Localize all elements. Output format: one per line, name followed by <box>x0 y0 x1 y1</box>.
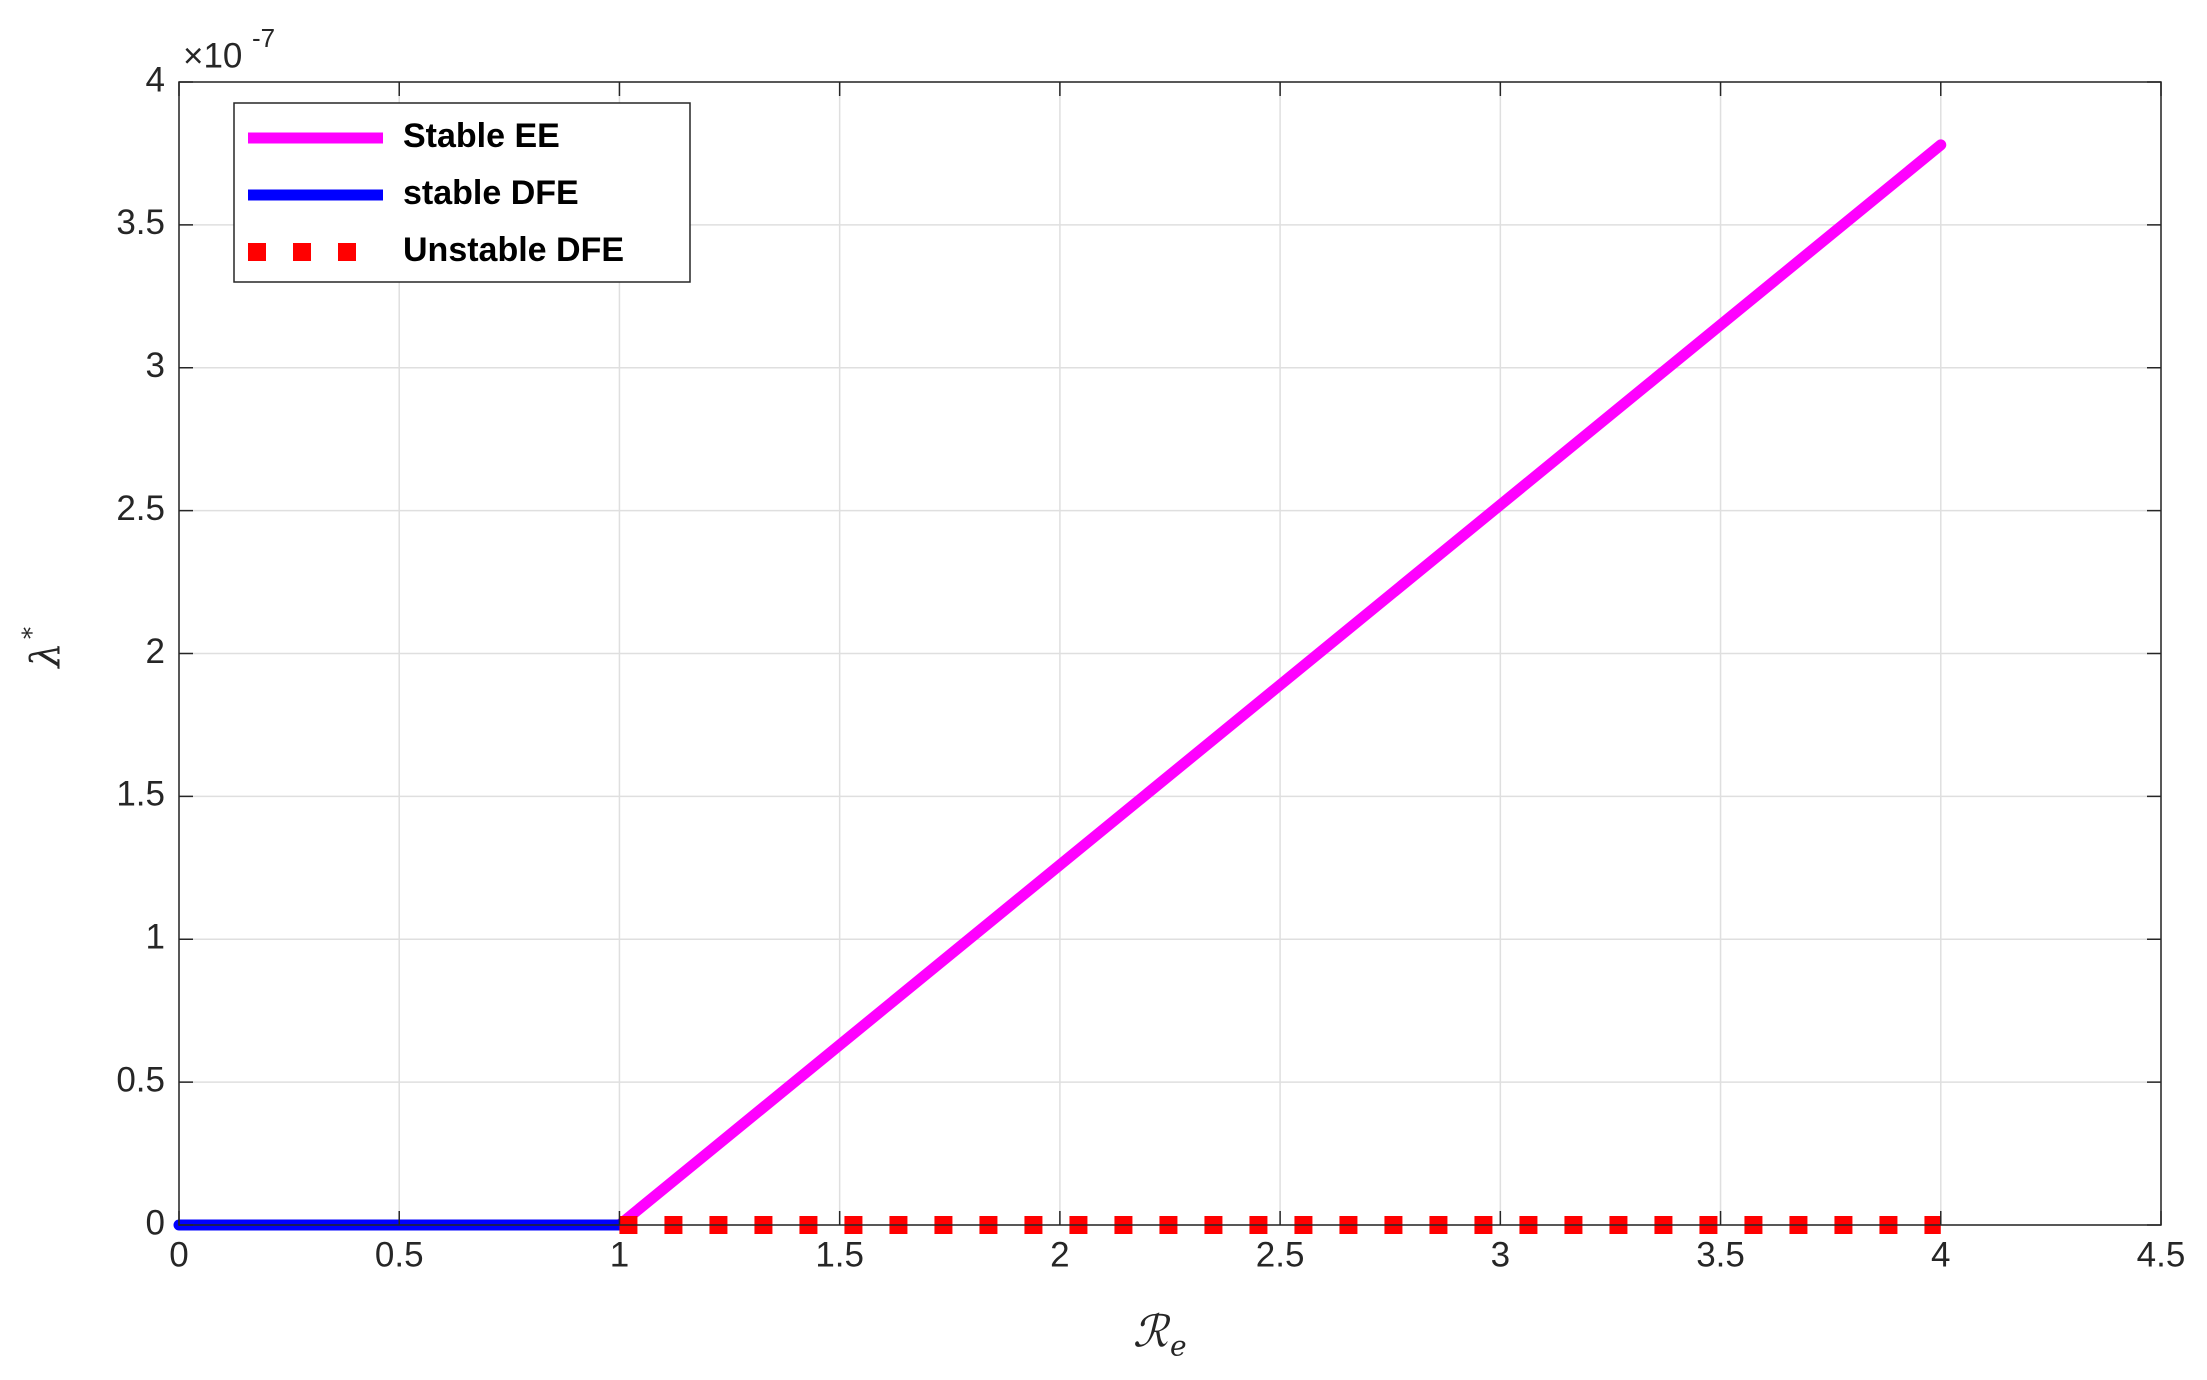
legend: Stable EE stable DFE Unstable DFE <box>233 102 691 283</box>
x-tick-label: 2 <box>1050 1235 1069 1274</box>
y-tick-label: 3.5 <box>116 203 165 242</box>
x-tick-label: 3 <box>1491 1235 1510 1274</box>
y-label-group: λ * <box>18 627 70 670</box>
legend-label: Unstable DFE <box>403 231 624 269</box>
y-tick-label: 3 <box>146 346 165 385</box>
x-tick-label: 2.5 <box>1256 1235 1305 1274</box>
y-tick-label: 4 <box>146 60 165 99</box>
x-label-subscript: e <box>1170 1330 1187 1363</box>
x-tick-label: 3.5 <box>1696 1235 1745 1274</box>
y-exponent-base: ×10 <box>183 36 242 75</box>
series-line <box>613 139 1947 1231</box>
x-tick-label: 4.5 <box>2137 1235 2186 1274</box>
y-exponent: -7 <box>252 23 275 53</box>
y-tick-label: 2 <box>146 632 165 671</box>
x-tick-label: 4 <box>1931 1235 1950 1274</box>
legend-label: stable DFE <box>403 174 579 212</box>
legend-label: Stable EE <box>403 117 560 155</box>
y-label-superscript: * <box>18 627 46 639</box>
y-tick-label: 0.5 <box>116 1060 165 1099</box>
x-tick-label: 0 <box>169 1235 188 1274</box>
x-tick-label: 1.5 <box>815 1235 864 1274</box>
x-tick-label: 0.5 <box>375 1235 424 1274</box>
x-tick-label: 1 <box>610 1235 629 1274</box>
x-label: ℛ <box>1133 1307 1171 1358</box>
y-tick-label: 1.5 <box>116 775 165 814</box>
y-tick-label: 1 <box>146 918 165 957</box>
ticks: 0 0.5 1 1.5 2 2.5 3 3.5 4 4.5 0 0.5 1 1.5 2 2.5 3 3.5 4 <box>116 60 2185 1274</box>
y-label: λ <box>23 642 69 669</box>
y-tick-label: 0 <box>146 1203 165 1242</box>
y-tick-label: 2.5 <box>116 489 165 528</box>
